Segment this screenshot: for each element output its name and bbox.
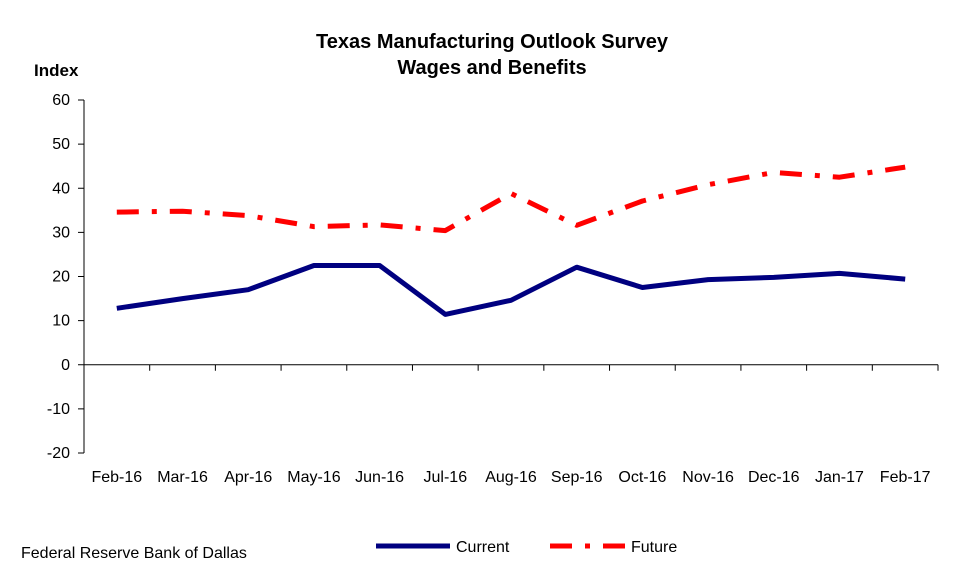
chart-title: Texas Manufacturing Outlook Survey xyxy=(316,31,669,53)
series-line-current xyxy=(116,263,906,317)
y-tick-label: 50 xyxy=(52,136,70,153)
source-note: Federal Reserve Bank of Dallas xyxy=(21,545,247,562)
x-tick-label: Feb-17 xyxy=(880,469,931,486)
x-tick-label: Feb-16 xyxy=(91,469,142,486)
legend: Current Future xyxy=(376,539,677,556)
y-tick-labels: 60 50 40 30 20 10 0 -10 -20 xyxy=(47,92,70,462)
x-tick-label: Nov-16 xyxy=(682,469,734,486)
y-tick-label: 40 xyxy=(52,180,70,197)
chart-subtitle: Wages and Benefits xyxy=(397,57,586,79)
series-line-future xyxy=(116,164,906,234)
y-tick-label: -20 xyxy=(47,445,70,462)
x-tick-label: Jun-16 xyxy=(355,469,404,486)
x-tick-label: Jul-16 xyxy=(424,469,468,486)
legend-label-future: Future xyxy=(631,539,677,556)
y-tick-label: 60 xyxy=(52,92,70,109)
y-axis-label: Index xyxy=(34,61,79,80)
legend-label-current: Current xyxy=(456,539,510,556)
y-tick-label: 30 xyxy=(52,224,70,241)
y-tick-label: 10 xyxy=(52,313,70,330)
y-tick-label: -10 xyxy=(47,401,70,418)
series-lines xyxy=(116,164,906,317)
x-tick-label: Jan-17 xyxy=(815,469,864,486)
x-tick-label: May-16 xyxy=(287,469,340,486)
y-tick-label: 20 xyxy=(52,269,70,286)
x-tick-label: Dec-16 xyxy=(748,469,800,486)
x-tick-label: Mar-16 xyxy=(157,469,208,486)
x-tick-labels: Feb-16 Mar-16 Apr-16 May-16 Jun-16 Jul-16 Aug-… xyxy=(91,469,930,486)
x-tick-label: Aug-16 xyxy=(485,469,537,486)
y-tick-label: 0 xyxy=(61,357,70,374)
x-tick-label: Sep-16 xyxy=(551,469,603,486)
x-tick-label: Oct-16 xyxy=(618,469,666,486)
x-tick-label: Apr-16 xyxy=(224,469,272,486)
axes xyxy=(78,99,939,454)
